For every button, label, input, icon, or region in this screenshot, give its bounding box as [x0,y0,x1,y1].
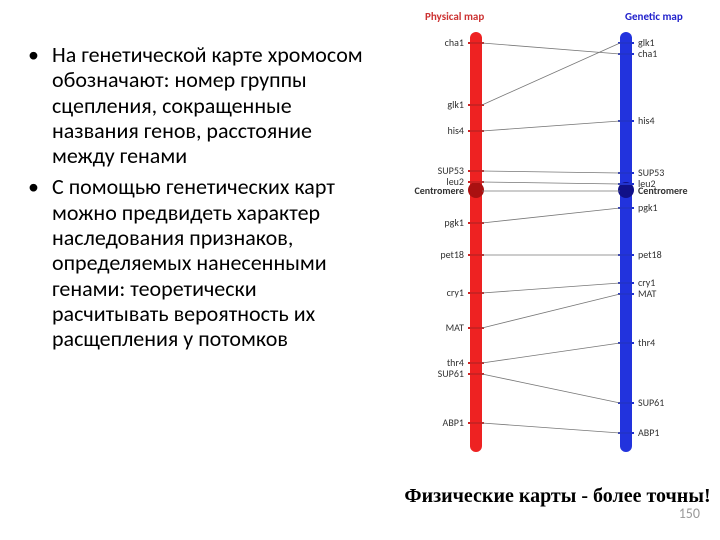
connector-line [482,182,620,184]
bullet-text: С помощью генетических карт можно предви… [52,174,378,351]
bullet-marker: • [28,42,52,168]
connector-line [482,374,620,403]
connector-line [482,121,620,131]
bullet-marker: • [28,174,52,351]
caption: Физические карты - более точны! [395,485,720,508]
connector-line [482,423,620,433]
bullet-text: На генетической карте хромосом обозначаю… [52,42,378,168]
connector-line [482,208,620,223]
bullet-list: • На генетической карте хромосом обознач… [28,42,378,358]
connector-line [482,283,620,293]
page-number: 150 [679,505,700,522]
slide: • На генетической карте хромосом обознач… [0,0,720,540]
bullet-item: • На генетической карте хромосом обознач… [28,42,378,168]
connector-line [482,343,620,363]
connector-line [482,294,620,328]
connector-line [482,171,620,173]
connector-lines [390,10,710,470]
chromosome-map-diagram: Physical mapGenetic mapcha1glk1his4SUP53… [390,10,710,470]
connector-line [482,43,620,105]
bullet-item: • С помощью генетических карт можно пред… [28,174,378,351]
